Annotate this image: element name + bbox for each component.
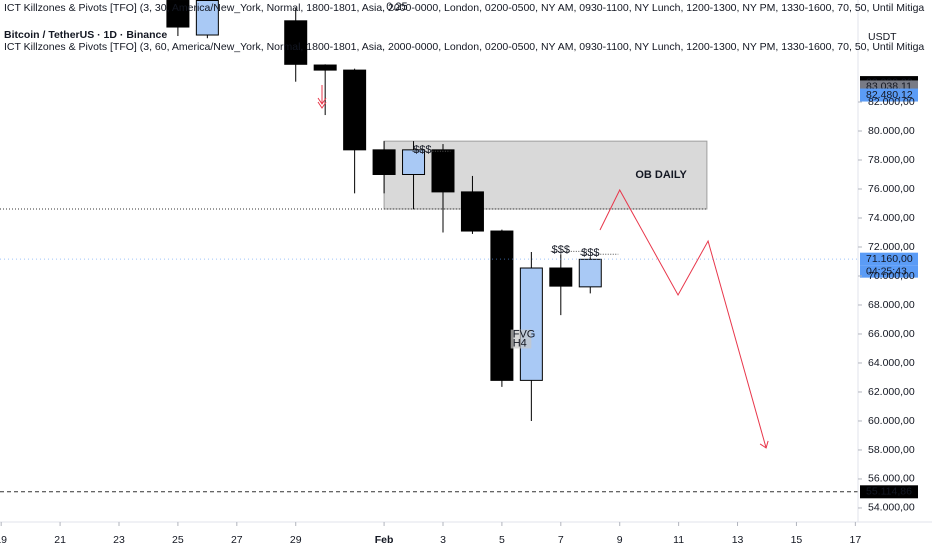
fvg-label: H4 (513, 338, 527, 350)
price-label: 71.160,00 (866, 253, 913, 265)
header-text: ICT Killzones & Pivots [TFO] (3, 30, Ame… (4, 2, 924, 14)
price-label-box (860, 88, 918, 102)
projection-arrow (759, 440, 769, 449)
y-tick-label: 76.000,00 (868, 183, 915, 195)
price-label-box (860, 485, 918, 499)
currency: USDT (868, 31, 897, 43)
y-tick-label: 62.000,00 (868, 386, 915, 398)
countdown: 04:25:43 (866, 265, 907, 277)
x-tick-label: 21 (54, 534, 66, 546)
candle-body (166, 0, 190, 28)
y-tick-label: 70.000,00 (868, 270, 915, 282)
overlay: 83.338,3983.038,1182.480,1271.160,0055.1… (4, 2, 924, 499)
order-block-label: OB DAILY (635, 169, 687, 181)
y-tick-label: 82.000,00 (868, 96, 915, 108)
y-tick-label: 60.000,00 (868, 415, 915, 427)
x-tick-label: 11 (673, 534, 684, 546)
x-tick-label: 9 (617, 534, 623, 546)
liquidity-label: $$$ (413, 144, 431, 156)
fvg-box (510, 329, 532, 349)
candle-body (343, 69, 367, 151)
header-text: ICT Killzones & Pivots [TFO] (3, 60, Ame… (4, 41, 924, 53)
y-tick-label: 64.000,00 (868, 357, 915, 369)
red-arrow (317, 85, 327, 109)
x-tick-label: 17 (850, 534, 862, 546)
y-tick-label: 56.000,00 (868, 473, 915, 485)
liquidity-label: $$$ (581, 247, 599, 259)
candle-body (195, 0, 219, 36)
y-tick-label: 72.000,00 (868, 241, 915, 253)
countdown-box (860, 265, 918, 278)
price-label: 82.480,12 (866, 89, 913, 101)
price-label: 55.114,86 (866, 486, 912, 498)
candle-body (431, 149, 455, 193)
y-tick-label: 74.000,00 (868, 212, 915, 224)
y-tick-label: 54.000,00 (868, 502, 915, 514)
fib-label: 0.25 (386, 1, 407, 13)
x-tick-label: 27 (231, 534, 243, 546)
x-tick-label: 25 (172, 534, 184, 546)
y-tick-label: 68.000,00 (868, 299, 915, 311)
candle-body (460, 191, 484, 232)
y-tick-label: 80.000,00 (868, 125, 915, 137)
candle-body (519, 267, 543, 381)
header-text: Bitcoin / TetherUS · 1D · Binance (4, 29, 167, 41)
candle-body (284, 20, 308, 65)
candle-body (490, 230, 514, 381)
candle-body (372, 149, 396, 175)
x-tick-label: 5 (499, 534, 505, 546)
x-tick-label: 15 (791, 534, 803, 546)
y-tick-label: 78.000,00 (868, 154, 915, 166)
candle-body (578, 258, 602, 288)
x-tick-label: 29 (290, 534, 302, 546)
x-tick-label: Feb (375, 534, 394, 546)
y-tick-label: 66.000,00 (868, 328, 915, 340)
x-tick-label: 19 (0, 534, 7, 546)
liquidity-label: $$$ (552, 244, 570, 256)
candle-body (402, 149, 426, 175)
projection-line (599, 188, 767, 449)
x-tick-label: 23 (113, 534, 125, 546)
price-label-box (860, 252, 918, 266)
x-tick-label: 3 (440, 534, 446, 546)
y-tick-label: 58.000,00 (868, 444, 915, 456)
fvg-label: FVG (513, 329, 536, 341)
candle-body (549, 267, 573, 287)
x-tick-label: 13 (732, 534, 744, 546)
x-tick-label: 7 (558, 534, 564, 546)
candle-body (313, 64, 337, 71)
